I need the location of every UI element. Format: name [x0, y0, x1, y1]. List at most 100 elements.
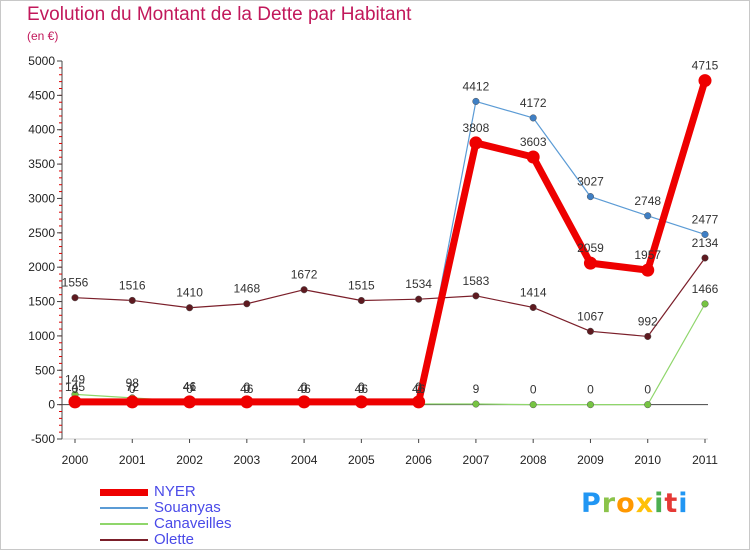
data-label-olette: 1516 — [119, 278, 146, 292]
chart-subtitle: (en €) — [27, 29, 59, 43]
data-point-souanyas — [701, 230, 709, 238]
y-tick-label: 500 — [35, 363, 55, 377]
data-point-nyer — [68, 395, 82, 409]
data-label-canaveilles: 46 — [355, 382, 369, 396]
data-point-olette — [357, 296, 365, 305]
legend-item-canaveilles: Canaveilles — [100, 516, 232, 532]
series-line-canaveilles — [74, 303, 706, 406]
data-label-nyer: 4715 — [692, 59, 719, 73]
data-label-souanyas: 0 — [243, 382, 250, 396]
data-point-nyer — [183, 395, 197, 409]
x-tick-label: 2006 — [405, 453, 432, 467]
data-label-nyer: 41 — [183, 380, 197, 394]
data-label-nyer: 2059 — [577, 241, 604, 255]
data-point-olette — [415, 295, 423, 303]
data-label-nyer: 72 — [126, 380, 140, 394]
data-label-souanyas: 0 — [358, 382, 365, 396]
data-label-nyer: 1957 — [634, 248, 661, 262]
legend-item-nyer: NYER — [100, 484, 232, 500]
data-point-nyer — [412, 395, 426, 409]
y-tick-label: 1000 — [28, 329, 55, 343]
data-label-souanyas: 0 — [415, 382, 422, 396]
data-label-souanyas: 4172 — [520, 96, 547, 110]
x-tick-label: 2005 — [348, 453, 375, 467]
x-tick-label: 2010 — [634, 453, 661, 467]
data-point-souanyas — [644, 212, 652, 220]
data-point-olette — [128, 296, 136, 304]
y-tick-label: -500 — [31, 432, 55, 446]
data-label-canaveilles: 98 — [126, 376, 140, 390]
data-label-canaveilles: 46 — [240, 382, 254, 396]
data-point-nyer — [698, 74, 712, 88]
data-point-canaveilles — [644, 401, 652, 409]
legend-swatch — [100, 523, 148, 525]
data-point-souanyas — [586, 193, 595, 201]
series-line-souanyas — [74, 100, 706, 405]
data-label-canaveilles: 46 — [297, 382, 311, 396]
legend-swatch — [100, 488, 148, 496]
data-label-souanyas: 0 — [72, 382, 79, 396]
x-tick-label: 2004 — [291, 453, 318, 467]
data-label-souanyas: 3027 — [577, 175, 604, 189]
data-point-nyer — [297, 395, 311, 409]
data-label-nyer: 0 — [301, 380, 308, 394]
data-point-olette — [472, 292, 480, 300]
x-tick-label: 2008 — [520, 453, 547, 467]
series-line-olette — [74, 257, 706, 338]
legend: NYER Souanyas Canaveilles Olette — [100, 484, 232, 548]
data-label-canaveilles: 149 — [65, 372, 85, 386]
data-label-olette: 1534 — [405, 277, 432, 291]
data-label-canaveilles: 0 — [587, 383, 594, 397]
data-point-olette — [644, 332, 652, 341]
y-tick-label: 4000 — [28, 123, 55, 137]
y-tick-label: 3000 — [28, 191, 55, 205]
y-tick-label: 0 — [48, 398, 55, 412]
legend-label: Canaveilles — [154, 515, 232, 532]
legend-item-olette: Olette — [100, 532, 232, 548]
data-point-canaveilles — [701, 300, 709, 308]
data-label-olette: 2134 — [692, 236, 719, 250]
x-tick-label: 2007 — [463, 453, 490, 467]
x-tick-label: 2003 — [233, 453, 260, 467]
data-point-souanyas — [529, 114, 537, 122]
data-point-souanyas — [472, 97, 480, 105]
x-tick-label: 2011 — [692, 453, 718, 467]
chart-title: Evolution du Montant de la Dette par Hab… — [27, 4, 412, 25]
data-label-souanyas: 0 — [129, 382, 136, 396]
y-tick-label: 4500 — [28, 88, 55, 102]
data-label-souanyas: 0 — [301, 382, 308, 396]
data-label-olette: 1414 — [520, 285, 547, 299]
data-label-souanyas: 2477 — [692, 212, 719, 226]
data-point-nyer — [125, 395, 139, 409]
legend-label: Souanyas — [154, 499, 221, 516]
data-label-nyer: 3603 — [520, 135, 547, 149]
x-tick-label: 2002 — [176, 453, 203, 467]
data-label-nyer: 145 — [65, 380, 85, 394]
data-label-nyer: 0 — [415, 380, 422, 394]
data-label-olette: 1583 — [463, 274, 490, 288]
data-label-nyer: 0 — [243, 380, 250, 394]
data-point-nyer — [641, 263, 655, 277]
series-line-nyer — [71, 77, 709, 406]
data-point-olette — [243, 300, 251, 308]
data-label-olette: 1515 — [348, 279, 375, 293]
data-point-olette — [701, 254, 709, 262]
data-point-olette — [300, 286, 308, 294]
data-label-olette: 1067 — [577, 309, 604, 323]
data-point-nyer — [469, 136, 483, 150]
x-tick-label: 2001 — [119, 453, 146, 467]
data-label-souanyas: 2748 — [634, 194, 661, 208]
data-point-olette — [71, 294, 79, 302]
data-point-olette — [586, 327, 595, 335]
data-point-nyer — [354, 395, 368, 409]
y-tick-label: 2500 — [28, 226, 55, 240]
data-point-nyer — [240, 395, 254, 409]
data-point-nyer — [526, 150, 540, 164]
y-tick-label: 3500 — [28, 157, 55, 171]
data-label-canaveilles: 46 — [183, 379, 197, 393]
data-label-canaveilles: 1466 — [692, 282, 719, 296]
data-label-nyer: 3808 — [463, 121, 490, 135]
legend-label: Olette — [154, 531, 195, 548]
data-label-olette: 992 — [638, 314, 658, 328]
